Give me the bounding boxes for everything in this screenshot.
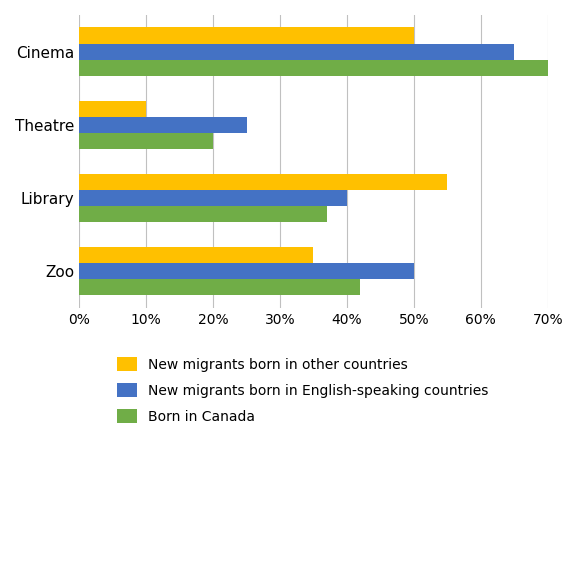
Bar — [79, 247, 313, 263]
Bar — [79, 263, 414, 280]
Bar — [79, 280, 360, 295]
Bar — [79, 174, 447, 190]
Bar — [79, 190, 347, 206]
Bar — [79, 117, 247, 133]
Bar — [79, 60, 548, 76]
Legend: New migrants born in other countries, New migrants born in English-speaking coun: New migrants born in other countries, Ne… — [110, 350, 496, 430]
Bar — [79, 206, 327, 222]
Bar — [79, 44, 514, 60]
Bar — [79, 27, 414, 44]
Bar — [79, 101, 146, 117]
Bar — [79, 133, 213, 149]
